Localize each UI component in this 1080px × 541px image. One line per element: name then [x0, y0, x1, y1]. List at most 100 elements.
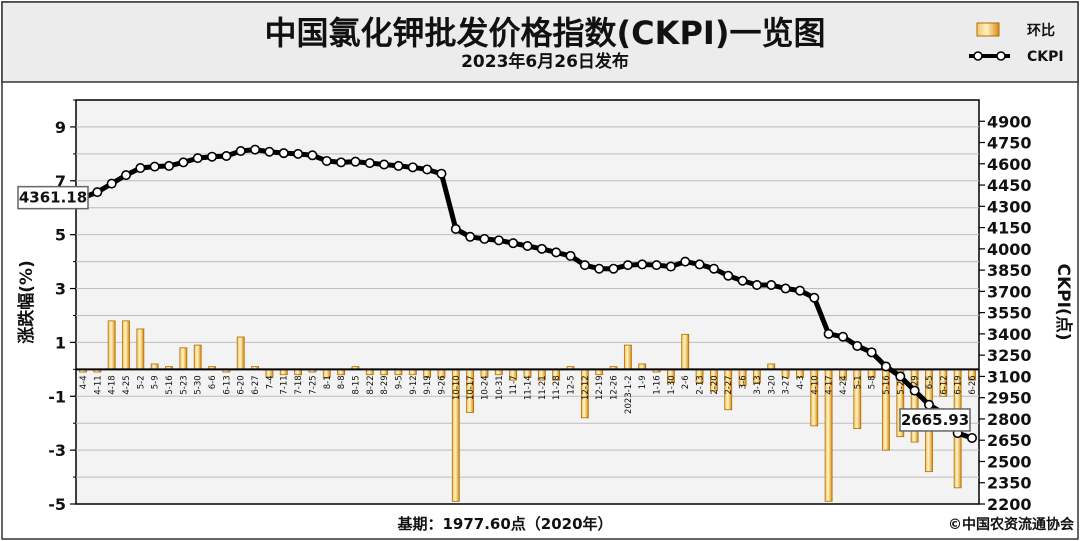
right-tick-label: 2200 [987, 495, 1032, 514]
ckpi-point [264, 146, 275, 157]
right-tick-label: 3550 [987, 304, 1032, 323]
ckpi-point [278, 148, 289, 159]
annotation-label: 4361.18 [19, 189, 87, 207]
category-label: 8-15 [351, 375, 361, 394]
left-axis-ticks: 9 7 5 3 1 -1 -3 -5 [48, 99, 76, 514]
category-label: 2-27 [724, 375, 734, 394]
category-label: 12-12 [581, 375, 591, 400]
category-label: 10-10 [452, 375, 462, 400]
category-label: 6-5 [925, 375, 935, 389]
ckpi-point [651, 260, 662, 271]
category-label: 9-26 [437, 375, 447, 394]
right-tick-label: 4450 [987, 176, 1032, 195]
ckpi-point [637, 259, 648, 270]
ckpi-point [622, 260, 633, 271]
category-label: 5-16 [165, 375, 175, 394]
category-label: 3-27 [782, 375, 792, 394]
ckpi-point [379, 159, 390, 170]
bar [681, 333, 690, 370]
category-label: 12-5 [567, 375, 577, 394]
left-axis-title: 涨跌幅(%) [16, 260, 37, 344]
ckpi-point [823, 328, 834, 339]
category-label: 2-20 [710, 375, 720, 394]
right-axis-title: CKPI(点) [1053, 264, 1074, 341]
category-label: 8-8 [337, 375, 347, 389]
ckpi-point [465, 231, 476, 242]
right-tick-label: 2350 [987, 474, 1032, 493]
legend-line-label: CKPI [1027, 49, 1064, 65]
bar [236, 336, 245, 370]
ckpi-point [422, 164, 433, 175]
category-label: 5-1 [853, 375, 863, 389]
annotation-label: 2665.93 [901, 411, 969, 429]
ckpi-point [221, 150, 232, 161]
header-band [1, 1, 1079, 83]
category-label: 6-19 [954, 375, 964, 394]
ckpi-point [594, 263, 605, 274]
category-label: 11-7 [509, 375, 519, 394]
legend: 环比 CKPI [969, 22, 1064, 65]
right-tick-label: 3700 [987, 282, 1032, 301]
ckpi-point [565, 250, 576, 261]
right-tick-label: 2800 [987, 410, 1032, 429]
right-tick-label: 4900 [987, 112, 1032, 131]
category-label: 10-24 [480, 375, 490, 400]
category-label: 8-29 [380, 375, 390, 394]
category-label: 7-25 [308, 375, 318, 394]
ckpi-point [106, 178, 117, 189]
category-label: 7-11 [280, 375, 290, 394]
category-label: 9-5 [394, 375, 404, 389]
legend-bar-swatch [976, 22, 1000, 37]
category-label: 5-29 [911, 375, 921, 394]
category-label: 11-28 [552, 375, 562, 400]
category-label: 1-9 [638, 375, 648, 389]
ckpi-point [307, 150, 318, 161]
ckpi-point [536, 243, 547, 254]
ckpi-point [694, 259, 705, 270]
right-tick-label: 4300 [987, 197, 1032, 216]
legend-line-marker [973, 51, 983, 61]
ckpi-point [436, 168, 447, 179]
ckpi-point [966, 432, 977, 443]
ckpi-point [192, 153, 203, 164]
ckpi-point [880, 361, 891, 372]
right-tick-label: 3250 [987, 346, 1032, 365]
right-tick-label: 3400 [987, 325, 1032, 344]
bar [122, 320, 130, 370]
right-tick-label: 2950 [987, 389, 1032, 408]
category-label: 4-11 [93, 375, 103, 394]
left-tick-label: 7 [55, 172, 66, 191]
category-label: 2-13 [696, 375, 706, 394]
ckpi-point [235, 146, 246, 157]
right-tick-label: 3850 [987, 261, 1032, 280]
ckpi-point [508, 238, 519, 249]
right-tick-label: 2650 [987, 431, 1032, 450]
ckpi-point [135, 163, 146, 174]
category-label: 6-13 [222, 375, 232, 394]
category-label: 3-20 [767, 375, 777, 394]
right-tick-label: 4150 [987, 219, 1032, 238]
ckpi-point [780, 283, 791, 294]
ckpi-point [493, 235, 504, 246]
bar [623, 344, 632, 370]
category-label: 10-31 [495, 375, 505, 400]
left-tick-label: -5 [48, 495, 66, 514]
ckpi-line-series [78, 144, 977, 443]
right-axis-ticks: 4900 4750 4600 4450 4300 4150 4000 3850 3700 3550… [979, 112, 1032, 514]
category-label: 10-17 [466, 375, 476, 400]
category-label: 4-10 [810, 375, 820, 394]
annotation-box [17, 185, 89, 210]
ckpi-point [149, 161, 160, 172]
right-tick-label: 4000 [987, 240, 1032, 259]
ckpi-point [207, 151, 218, 162]
ckpi-point [708, 263, 719, 274]
category-label: 2023-1-2 [624, 375, 634, 414]
category-label: 7-4 [265, 375, 275, 389]
page-title: 中国氯化钾批发价格指数(CKPI)一览图 [265, 14, 826, 52]
ckpi-point [852, 340, 863, 351]
bar [136, 328, 145, 370]
category-label: 3-6 [739, 375, 749, 389]
ckpi-point [579, 260, 590, 271]
